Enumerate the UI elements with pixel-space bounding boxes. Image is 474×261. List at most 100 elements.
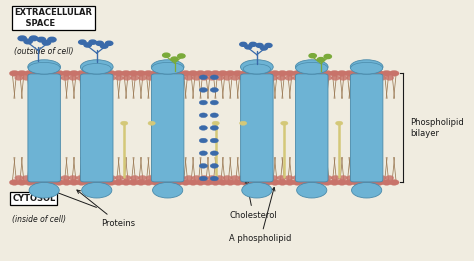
Circle shape [339, 175, 347, 180]
Circle shape [246, 175, 255, 180]
Circle shape [192, 175, 201, 180]
Circle shape [138, 175, 147, 180]
Circle shape [339, 75, 347, 80]
Circle shape [329, 70, 339, 76]
Circle shape [249, 42, 256, 46]
Circle shape [114, 70, 124, 76]
Ellipse shape [352, 182, 382, 198]
Circle shape [307, 180, 317, 185]
Circle shape [208, 175, 216, 180]
Circle shape [84, 180, 94, 185]
Circle shape [199, 100, 208, 105]
Circle shape [99, 70, 109, 76]
Circle shape [233, 180, 243, 185]
Circle shape [22, 175, 31, 180]
Circle shape [359, 70, 369, 76]
Circle shape [199, 176, 208, 181]
Circle shape [161, 75, 170, 80]
Circle shape [323, 175, 332, 180]
Circle shape [322, 180, 332, 185]
Circle shape [138, 75, 147, 80]
Circle shape [210, 151, 219, 156]
Circle shape [42, 40, 51, 45]
Circle shape [146, 175, 155, 180]
Circle shape [212, 121, 219, 125]
Ellipse shape [295, 60, 328, 74]
Circle shape [184, 75, 193, 80]
Circle shape [69, 70, 79, 76]
Ellipse shape [28, 60, 61, 74]
Circle shape [144, 180, 154, 185]
Circle shape [166, 70, 176, 76]
Circle shape [128, 70, 138, 76]
Circle shape [231, 175, 239, 180]
Circle shape [188, 70, 198, 76]
Circle shape [105, 41, 113, 45]
Circle shape [123, 75, 131, 80]
Circle shape [114, 180, 124, 185]
Circle shape [84, 43, 91, 47]
Circle shape [54, 180, 64, 185]
Circle shape [225, 180, 235, 185]
Circle shape [277, 70, 287, 76]
Circle shape [269, 75, 278, 80]
Circle shape [128, 180, 138, 185]
Circle shape [163, 53, 170, 57]
Circle shape [46, 180, 57, 185]
Circle shape [285, 70, 295, 76]
FancyBboxPatch shape [28, 74, 60, 182]
Circle shape [385, 175, 394, 180]
FancyBboxPatch shape [81, 74, 113, 182]
Circle shape [154, 175, 162, 180]
Circle shape [84, 70, 94, 76]
Circle shape [331, 75, 340, 80]
Text: Cholesterol: Cholesterol [229, 180, 277, 220]
Text: (inside of cell): (inside of cell) [12, 215, 66, 224]
Circle shape [53, 75, 62, 80]
Circle shape [54, 70, 64, 76]
Circle shape [100, 75, 108, 80]
Circle shape [210, 88, 219, 92]
Circle shape [24, 180, 34, 185]
Circle shape [355, 75, 363, 80]
Circle shape [158, 70, 168, 76]
Circle shape [69, 180, 79, 185]
Circle shape [309, 54, 316, 58]
Circle shape [210, 113, 219, 118]
Circle shape [123, 175, 131, 180]
Circle shape [30, 75, 39, 80]
Circle shape [92, 75, 100, 80]
Circle shape [184, 175, 193, 180]
Circle shape [315, 70, 325, 76]
Circle shape [9, 70, 19, 76]
Circle shape [231, 75, 239, 80]
Circle shape [382, 180, 392, 185]
Circle shape [233, 70, 243, 76]
Circle shape [263, 70, 273, 76]
Circle shape [263, 180, 273, 185]
Circle shape [32, 180, 42, 185]
Circle shape [48, 37, 56, 42]
Circle shape [161, 175, 170, 180]
Circle shape [38, 175, 46, 180]
Circle shape [210, 180, 220, 185]
Circle shape [239, 121, 247, 125]
Circle shape [345, 70, 355, 76]
Circle shape [121, 70, 131, 76]
Ellipse shape [153, 182, 183, 198]
Circle shape [292, 70, 302, 76]
Circle shape [199, 151, 208, 156]
Circle shape [377, 175, 386, 180]
Circle shape [367, 70, 377, 76]
Circle shape [331, 175, 340, 180]
Circle shape [246, 75, 255, 80]
Circle shape [285, 175, 293, 180]
Circle shape [269, 175, 278, 180]
Circle shape [76, 175, 85, 180]
Circle shape [144, 70, 154, 76]
Circle shape [171, 57, 178, 61]
Circle shape [107, 175, 116, 180]
Circle shape [39, 180, 49, 185]
Circle shape [218, 70, 228, 76]
Circle shape [374, 180, 384, 185]
